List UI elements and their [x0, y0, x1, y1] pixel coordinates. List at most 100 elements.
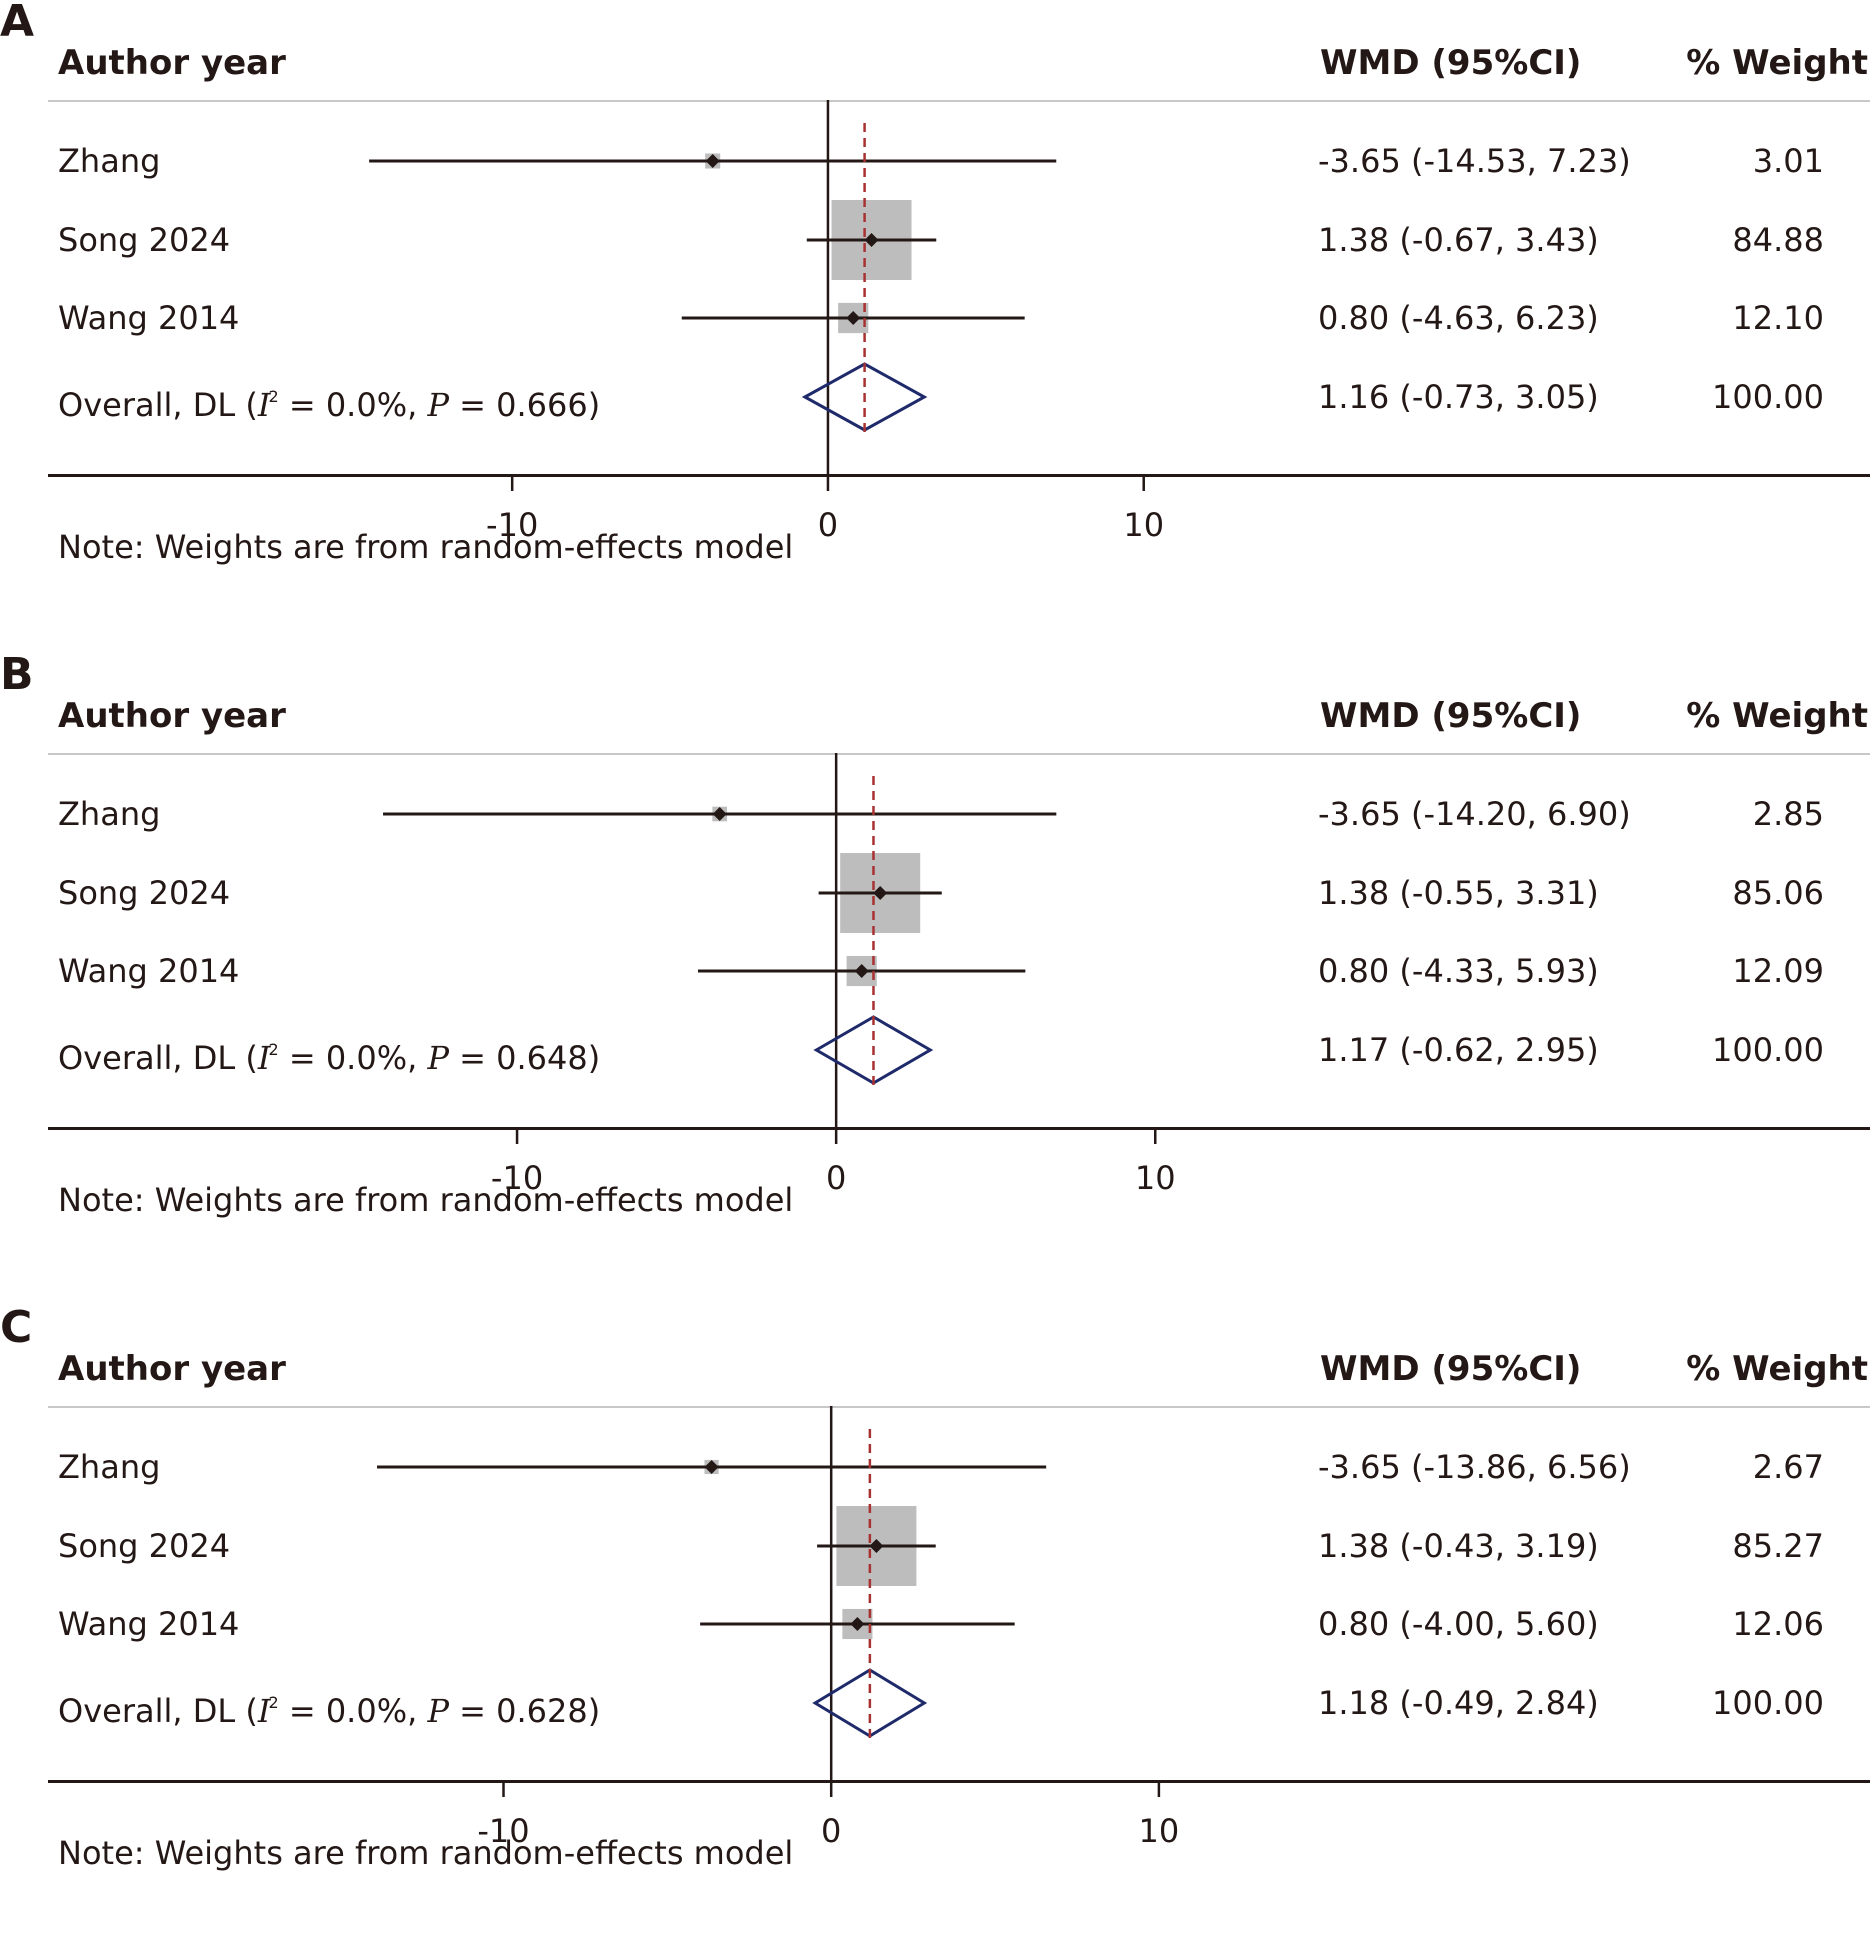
i2-superscript: 2 — [268, 1040, 279, 1059]
p-symbol: P — [427, 1039, 449, 1077]
study-row: Song 2024 1.38 (-0.67, 3.43) 84.88 — [0, 217, 1870, 263]
overall-row: Overall, DL (I2 = 0.0%, P = 0.666) 1.16 … — [0, 374, 1870, 424]
study-row: Wang 2014 0.80 (-4.00, 5.60) 12.06 — [0, 1601, 1870, 1647]
x-axis-line — [48, 474, 1870, 477]
study-weight-text: 2.67 — [1752, 1448, 1824, 1486]
column-header-weight: % Weight — [1686, 1349, 1868, 1389]
i2-superscript: 2 — [268, 387, 279, 406]
overall-prefix: Overall, DL ( — [58, 1039, 258, 1077]
overall-row: Overall, DL (I2 = 0.0%, P = 0.628) 1.18 … — [0, 1680, 1870, 1730]
i2-text: = 0.0%, — [278, 386, 428, 424]
study-weight-text: 85.06 — [1732, 874, 1824, 912]
column-header-wmd: WMD (95%CI) — [1320, 43, 1582, 83]
overall-weight-text: 100.00 — [1712, 1031, 1824, 1069]
overall-ci-text: 1.18 (-0.49, 2.84) — [1318, 1684, 1599, 1722]
p-text: = 0.666) — [448, 386, 601, 424]
p-symbol: P — [427, 386, 449, 424]
i2-text: = 0.0%, — [278, 1692, 428, 1730]
overall-ci-text: 1.16 (-0.73, 3.05) — [1318, 378, 1599, 416]
overall-label: Overall, DL (I2 = 0.0%, P = 0.666) — [58, 374, 600, 428]
column-header-wmd: WMD (95%CI) — [1320, 696, 1582, 736]
study-label: Zhang — [58, 795, 161, 833]
overall-diamond — [813, 1015, 934, 1085]
study-point-estimate — [712, 807, 727, 821]
forest-plot-c: -10 0 10 — [377, 1406, 1180, 1850]
study-weight-text: 12.09 — [1732, 952, 1824, 990]
study-ci-text: 1.38 (-0.67, 3.43) — [1318, 221, 1599, 259]
overall-row: Overall, DL (I2 = 0.0%, P = 0.648) 1.17 … — [0, 1027, 1870, 1077]
study-row: Wang 2014 0.80 (-4.63, 6.23) 12.10 — [0, 295, 1870, 341]
i2-symbol: I — [257, 1692, 271, 1730]
study-weight-text: 3.01 — [1752, 142, 1824, 180]
study-point-estimate — [854, 964, 869, 978]
study-point-estimate — [864, 233, 879, 247]
study-point-estimate — [869, 1539, 884, 1553]
study-weight-text: 2.85 — [1752, 795, 1824, 833]
column-header-wmd: WMD (95%CI) — [1320, 1349, 1582, 1389]
study-row: Zhang -3.65 (-13.86, 6.56) 2.67 — [0, 1444, 1870, 1490]
study-label: Zhang — [58, 1448, 161, 1486]
study-weight-text: 12.10 — [1732, 299, 1824, 337]
study-ci-text: 1.38 (-0.55, 3.31) — [1318, 874, 1599, 912]
overall-label: Overall, DL (I2 = 0.0%, P = 0.648) — [58, 1027, 600, 1081]
overall-prefix: Overall, DL ( — [58, 386, 258, 424]
study-weight-text: 85.27 — [1732, 1527, 1824, 1565]
panel-label: C — [0, 1302, 33, 1353]
header-rule — [48, 1406, 1870, 1408]
column-header-weight: % Weight — [1686, 696, 1868, 736]
p-text: = 0.628) — [448, 1692, 601, 1730]
study-row: Zhang -3.65 (-14.20, 6.90) 2.85 — [0, 791, 1870, 837]
study-ci-text: -3.65 (-14.20, 6.90) — [1318, 795, 1631, 833]
x-axis-line — [48, 1780, 1870, 1783]
study-point-estimate — [850, 1617, 865, 1631]
study-label: Zhang — [58, 142, 161, 180]
x-tick-label: 0 — [821, 1812, 841, 1850]
column-header-author: Author year — [58, 43, 286, 83]
x-tick-label: 10 — [1139, 1812, 1180, 1850]
overall-ci-text: 1.17 (-0.62, 2.95) — [1318, 1031, 1599, 1069]
overall-diamond — [801, 362, 928, 432]
study-ci-text: 0.80 (-4.00, 5.60) — [1318, 1605, 1599, 1643]
study-ci-text: 0.80 (-4.33, 5.93) — [1318, 952, 1599, 990]
panel-label: B — [0, 649, 34, 700]
study-point-estimate — [705, 154, 720, 168]
header-rule — [48, 753, 1870, 755]
x-tick-label: -10 — [477, 1812, 529, 1850]
forest-panel-c: C Author year WMD (95%CI) % Weight -10 0 1… — [0, 1306, 1870, 1956]
overall-diamond — [812, 1668, 928, 1738]
forest-panel-a: A Author year WMD (95%CI) % Weight -10 0 1… — [0, 0, 1870, 650]
overall-prefix: Overall, DL ( — [58, 1692, 258, 1730]
study-point-estimate — [704, 1460, 719, 1474]
study-weight-text: 12.06 — [1732, 1605, 1824, 1643]
panel-label: A — [0, 0, 35, 47]
study-point-estimate — [846, 311, 861, 325]
x-tick-label: -10 — [486, 506, 538, 544]
study-ci-text: -3.65 (-14.53, 7.23) — [1318, 142, 1631, 180]
i2-symbol: I — [257, 386, 271, 424]
overall-label: Overall, DL (I2 = 0.0%, P = 0.628) — [58, 1680, 600, 1734]
forest-panel-b: B Author year WMD (95%CI) % Weight -10 0 1… — [0, 653, 1870, 1303]
weights-note: Note: Weights are from random-effects mo… — [58, 1834, 794, 1872]
study-ci-text: -3.65 (-13.86, 6.56) — [1318, 1448, 1631, 1486]
header-rule — [48, 100, 1870, 102]
study-row: Zhang -3.65 (-14.53, 7.23) 3.01 — [0, 138, 1870, 184]
x-tick-label: 0 — [818, 506, 838, 544]
i2-superscript: 2 — [268, 1693, 279, 1712]
forest-plot-a: -10 0 10 — [369, 100, 1164, 544]
x-tick-label: 10 — [1123, 506, 1164, 544]
weights-note: Note: Weights are from random-effects mo… — [58, 528, 794, 566]
study-ci-text: 1.38 (-0.43, 3.19) — [1318, 1527, 1599, 1565]
i2-text: = 0.0%, — [278, 1039, 428, 1077]
study-label: Wang 2014 — [58, 1605, 240, 1643]
study-point-estimate — [873, 886, 888, 900]
i2-symbol: I — [257, 1039, 271, 1077]
study-weight-text: 84.88 — [1732, 221, 1824, 259]
study-label: Song 2024 — [58, 221, 231, 259]
x-tick-label: -10 — [491, 1159, 543, 1197]
study-ci-text: 0.80 (-4.63, 6.23) — [1318, 299, 1599, 337]
forest-plot-b: -10 0 10 — [383, 753, 1176, 1197]
column-header-author: Author year — [58, 696, 286, 736]
study-row: Wang 2014 0.80 (-4.33, 5.93) 12.09 — [0, 948, 1870, 994]
overall-weight-text: 100.00 — [1712, 1684, 1824, 1722]
study-row: Song 2024 1.38 (-0.43, 3.19) 85.27 — [0, 1523, 1870, 1569]
